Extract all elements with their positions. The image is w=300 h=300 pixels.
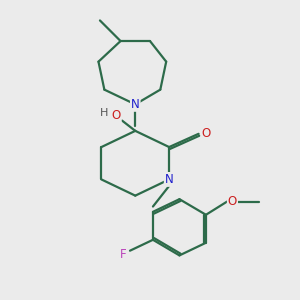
Text: N: N: [131, 98, 140, 111]
Text: O: O: [201, 127, 211, 140]
Text: F: F: [120, 248, 126, 261]
Text: H: H: [100, 108, 109, 118]
Text: N: N: [165, 173, 173, 186]
Text: O: O: [112, 109, 121, 122]
Text: O: O: [228, 195, 237, 208]
